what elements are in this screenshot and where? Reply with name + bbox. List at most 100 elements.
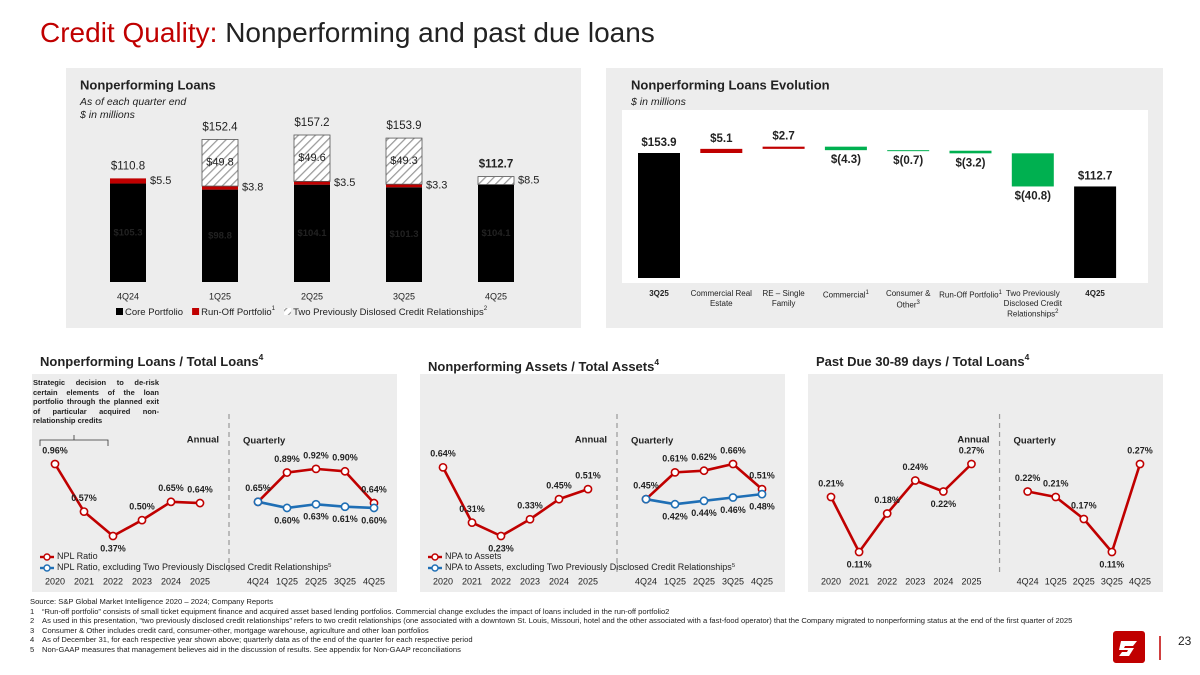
value-label: 0.60% (274, 515, 300, 525)
value-label: 0.22% (1015, 473, 1041, 483)
x-tick-label-box: Two Previously Disclosed Credit Relation… (1003, 289, 1062, 319)
value-label: $49.3 (390, 155, 418, 167)
x-tick-label: 3Q25 (334, 576, 356, 586)
bar-segment (386, 184, 422, 188)
superscript: 5 (328, 563, 331, 569)
section-label: Annual (957, 435, 989, 446)
footnote-number: 2 (30, 616, 35, 626)
value-label: $3.3 (426, 180, 447, 192)
footnote: 3 Consumer & Other includes credit card, … (30, 626, 1100, 636)
bar-segment (110, 178, 146, 184)
value-label: 0.31% (459, 504, 485, 514)
x-tick-label-box: Commercial1 (823, 290, 869, 300)
data-point (137, 515, 147, 525)
x-tick-label: 2Q25 (1073, 576, 1095, 586)
value-label: 0.51% (575, 470, 601, 480)
value-label: 0.46% (720, 505, 746, 515)
legend-marker (43, 553, 51, 561)
x-tick-label: 4Q24 (117, 291, 139, 301)
data-point (670, 499, 680, 509)
x-tick-label: 2023 (520, 576, 540, 586)
data-point (1107, 547, 1117, 557)
legend-label: NPA to Assets, excluding Two Previously … (445, 562, 735, 572)
x-tick-label: RE – Single Family (751, 289, 817, 308)
bar-segment (477, 176, 515, 185)
value-label: $153.9 (641, 137, 676, 149)
value-label: 0.57% (71, 493, 97, 503)
value-label: 0.90% (332, 453, 358, 463)
data-point (641, 494, 651, 504)
panel (32, 374, 397, 592)
superscript: 4 (259, 352, 264, 362)
x-tick-label: 4Q25 (1129, 576, 1151, 586)
data-point (757, 489, 767, 499)
superscript: 4 (1025, 352, 1030, 362)
x-tick-label: 2025 (961, 576, 981, 586)
superscript: 3 (916, 299, 920, 306)
waterfall-bar (762, 146, 805, 149)
x-tick-label: Run-Off Portfolio1 (938, 289, 1004, 300)
x-tick-label-text: Two Previously Disclosed Credit Relation… (1003, 289, 1062, 319)
data-point (699, 466, 709, 476)
chart-subtitle: As of each quarter end (79, 96, 187, 108)
footnote-source: Source: S&P Global Market Intelligence 2… (30, 597, 1100, 607)
superscript: 1 (272, 305, 276, 312)
title-highlight: Credit Quality: (40, 17, 217, 48)
legend-marker (43, 564, 51, 572)
value-label: $(3.2) (955, 157, 985, 169)
bar-segment (478, 184, 514, 282)
x-tick-label: 2022 (103, 576, 123, 586)
value-label: $105.3 (113, 227, 142, 238)
chart-title: Nonperforming Loans (80, 77, 216, 92)
x-tick-label: Commercial Real Estate (688, 289, 754, 308)
data-point (854, 547, 864, 557)
bar-segment (293, 134, 331, 182)
data-point (1079, 514, 1089, 524)
data-point (253, 497, 263, 507)
footnote: 4 As of December 31, for each respective … (30, 635, 1100, 645)
x-tick-label: 2024 (933, 576, 953, 586)
value-label: 0.17% (1071, 500, 1097, 510)
value-label: $49.6 (298, 152, 326, 164)
value-label: 0.21% (818, 478, 844, 488)
superscript: 4 (654, 357, 659, 367)
x-tick-label-box: 4Q25 (1085, 289, 1105, 298)
x-tick-label: 1Q25 (1045, 576, 1067, 586)
footnote-text: “Run-off portfolio” consists of small ti… (42, 606, 670, 616)
chart-title: Nonperforming Loans Evolution (631, 77, 830, 92)
x-tick-label: 2022 (491, 576, 511, 586)
bar-segment (201, 139, 239, 187)
value-label: 0.92% (303, 450, 329, 460)
data-point (910, 476, 920, 485)
footnote-number: 5 (30, 644, 35, 654)
value-label: 0.62% (691, 452, 717, 462)
source-text: Source: S&P Global Market Intelligence 2… (30, 597, 273, 606)
data-point (583, 484, 593, 494)
data-point (340, 502, 350, 512)
legend-marker (431, 564, 439, 572)
x-tick-label-box: 3Q25 (649, 289, 669, 298)
value-label: 0.64% (187, 484, 213, 494)
callout-text: Strategic decision to de-risk certain el… (33, 378, 159, 426)
waterfall-bar (1074, 186, 1117, 278)
value-label: 0.66% (720, 445, 746, 455)
x-tick-label: 4Q24 (635, 576, 657, 586)
value-label: 0.65% (158, 483, 184, 493)
value-label: 0.50% (129, 502, 155, 512)
value-label: $101.3 (389, 229, 418, 240)
data-point (438, 462, 448, 472)
section-label: Quarterly (631, 436, 674, 447)
chart-title: Past Due 30-89 days / Total Loans4 (816, 352, 1030, 369)
x-tick-label: 2021 (849, 576, 869, 586)
value-label: $98.8 (208, 230, 232, 241)
legend-label: Two Previously Dislosed Credit Relations… (293, 305, 488, 317)
x-tick-label: 4Q24 (1017, 576, 1039, 586)
legend-label: NPA to Assets (445, 551, 502, 561)
data-point (369, 503, 379, 513)
value-label: $104.1 (297, 228, 327, 239)
legend-swatch (116, 308, 123, 315)
slide-title: Credit Quality: Nonperforming and past d… (40, 17, 655, 48)
chart-subtitle: $ in millions (630, 96, 687, 108)
footnote: 2 As used in this presentation, “two prev… (30, 616, 1100, 626)
superscript: 2 (1055, 309, 1059, 315)
